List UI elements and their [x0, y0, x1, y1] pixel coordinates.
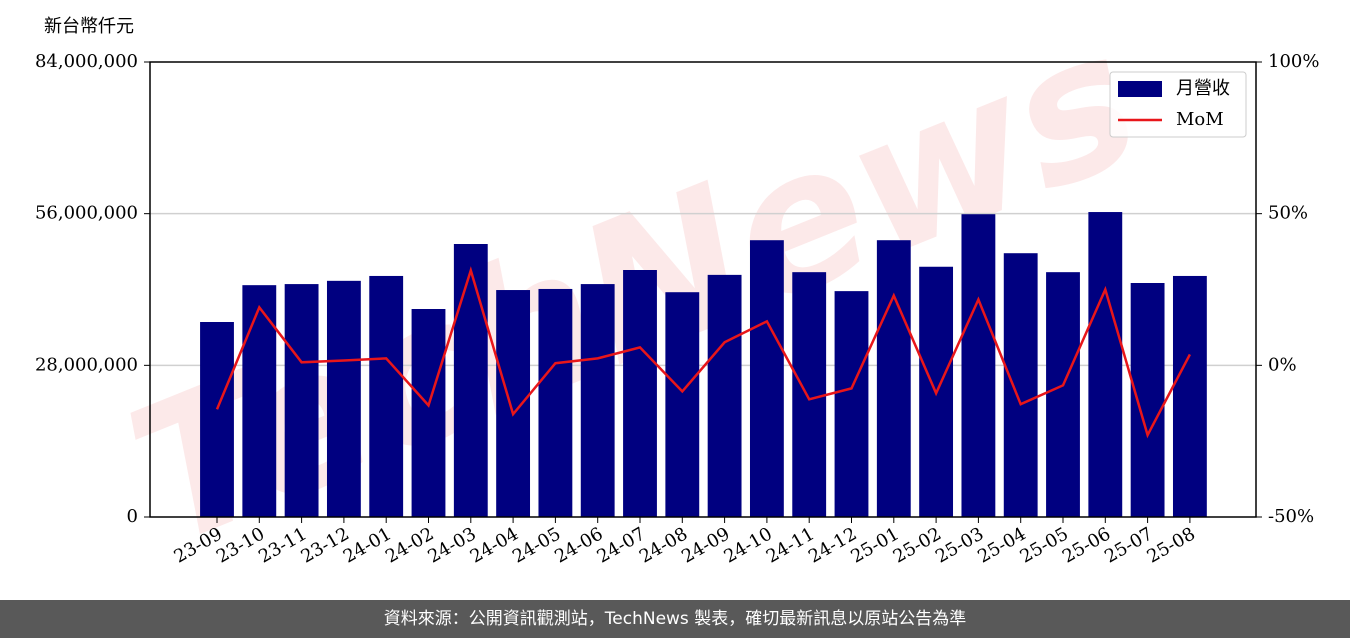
bar [1003, 253, 1038, 518]
y-tick-label: 28,000,000 [35, 354, 138, 375]
bar [961, 214, 996, 518]
y2-tick-label: 0% [1268, 354, 1297, 375]
bar [876, 240, 911, 518]
bar [834, 291, 869, 517]
bar [1172, 275, 1207, 517]
bar [1046, 272, 1080, 517]
y2-tick-label: 100% [1268, 51, 1319, 72]
y-tick-label: 0 [127, 506, 138, 527]
plot [144, 61, 1262, 523]
y-tick-label: 56,000,000 [35, 203, 138, 224]
bar [538, 288, 573, 517]
y-tick-label: 84,000,000 [35, 51, 138, 72]
bar [665, 292, 700, 517]
legend-label: 月營收 [1176, 78, 1230, 99]
footer-bar [0, 600, 1350, 638]
legend-swatch [1118, 81, 1162, 97]
line [215, 266, 1192, 439]
legend: 月營收 MoM [1109, 71, 1247, 138]
bar [707, 274, 742, 517]
bar [411, 309, 446, 517]
bar [284, 284, 319, 517]
bar [623, 270, 657, 517]
bar [496, 290, 531, 517]
y2-tick-label: 50% [1268, 203, 1308, 224]
bar [326, 280, 361, 517]
footer: 資料來源：公開資訊觀測站，TechNews 製表，確切最新訊息以原站公告為準 [384, 609, 966, 629]
bar [242, 285, 277, 517]
bar [1130, 283, 1165, 517]
bar [749, 240, 784, 518]
bar [792, 272, 827, 517]
y-axis-label: 新台幣仟元 [44, 16, 134, 37]
bar [200, 322, 234, 517]
legend-label: MoM [1176, 109, 1224, 130]
bar [369, 275, 404, 517]
y2-tick-label: -50% [1268, 506, 1314, 527]
plot-frame [149, 61, 1257, 518]
bar [580, 284, 615, 517]
bar [453, 244, 488, 517]
bar [1088, 212, 1123, 517]
